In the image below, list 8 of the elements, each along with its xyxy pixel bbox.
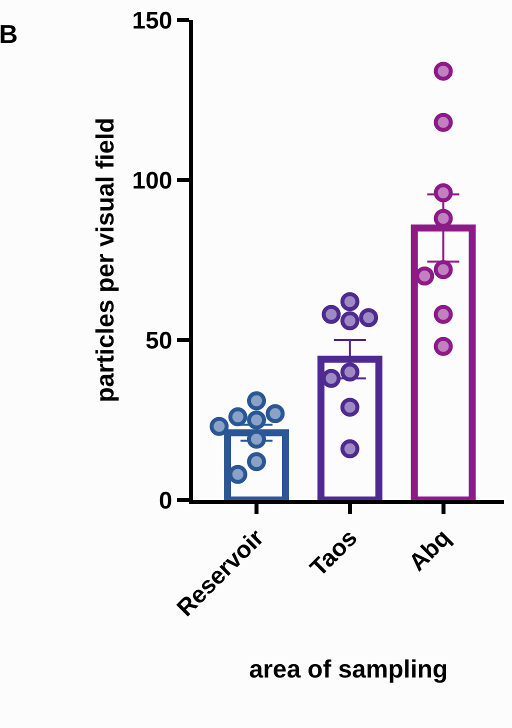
x-axis-title: area of sampling	[249, 655, 448, 684]
y-tick-label: 0	[158, 487, 172, 514]
y-tick-label: 100	[132, 167, 172, 194]
y-axis-title: particles per visual field	[91, 118, 120, 402]
chart-title: B	[0, 19, 18, 49]
y-tick-label: 50	[145, 327, 172, 354]
x-tick-label: Abq	[404, 524, 456, 577]
y-tick-label: 150	[132, 7, 172, 34]
